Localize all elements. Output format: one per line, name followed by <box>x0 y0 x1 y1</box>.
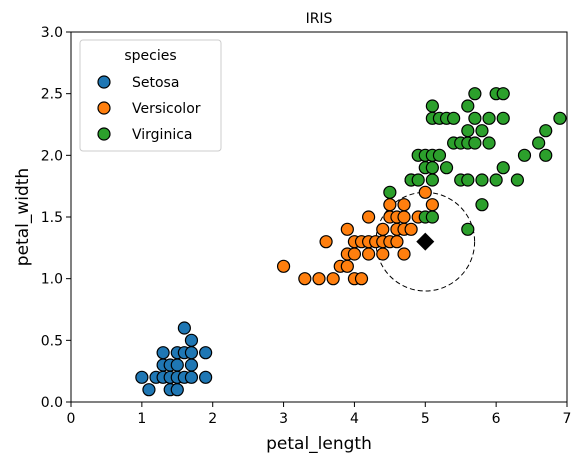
data-point-setosa <box>170 383 184 397</box>
x-tick-label: 1 <box>137 411 146 427</box>
data-point-setosa <box>199 370 213 384</box>
data-point-virginica <box>425 210 439 224</box>
data-point-virginica <box>383 185 397 199</box>
data-point-versicolor <box>340 259 354 273</box>
data-point-virginica <box>461 99 475 113</box>
x-tick-label: 7 <box>563 411 572 427</box>
data-point-virginica <box>482 136 496 150</box>
data-point-versicolor <box>397 198 411 212</box>
legend-marker <box>97 127 111 141</box>
data-point-versicolor <box>362 210 376 224</box>
data-point-virginica <box>539 148 553 162</box>
y-tick-label: 1.5 <box>41 210 63 226</box>
data-point-virginica <box>461 124 475 138</box>
data-point-versicolor <box>340 222 354 236</box>
marker-layer <box>416 232 435 251</box>
data-point-virginica <box>468 136 482 150</box>
chart-title: IRIS <box>306 11 333 27</box>
data-point-versicolor <box>276 259 291 273</box>
data-point-versicolor <box>418 185 432 199</box>
data-point-setosa <box>184 333 199 347</box>
data-point-virginica <box>468 87 482 101</box>
y-tick-label: 0.0 <box>41 395 63 411</box>
data-point-versicolor <box>312 272 326 286</box>
data-point-setosa <box>184 358 199 372</box>
data-point-virginica <box>425 161 439 175</box>
data-point-setosa <box>184 370 199 384</box>
diamond-marker <box>416 232 435 251</box>
data-point-virginica <box>482 111 496 125</box>
y-tick-label: 0.5 <box>41 333 63 349</box>
data-point-versicolor <box>298 272 312 286</box>
x-tick-label: 6 <box>492 411 501 427</box>
y-tick-label: 1.0 <box>41 272 63 288</box>
x-tick-label: 5 <box>421 411 430 427</box>
data-point-setosa <box>156 346 170 360</box>
data-point-setosa <box>177 321 191 335</box>
data-point-versicolor <box>319 235 333 249</box>
data-point-setosa <box>135 370 149 384</box>
data-point-virginica <box>461 222 475 236</box>
data-point-virginica <box>475 173 489 187</box>
data-point-virginica <box>539 124 553 138</box>
y-tick-label: 3.0 <box>41 25 63 41</box>
data-point-virginica <box>496 87 510 101</box>
data-point-versicolor <box>354 272 369 286</box>
data-point-virginica <box>432 148 447 162</box>
data-point-versicolor <box>376 222 390 236</box>
data-point-versicolor <box>326 272 340 286</box>
legend: species Setosa Versicolor Virginica <box>79 39 222 152</box>
data-point-versicolor <box>404 222 418 236</box>
data-point-virginica <box>496 111 510 125</box>
data-point-virginica <box>439 161 454 175</box>
data-point-versicolor <box>376 247 390 261</box>
data-point-virginica <box>475 124 489 138</box>
data-point-virginica <box>496 161 510 175</box>
data-point-virginica <box>461 173 475 187</box>
y-axis-ticks: 0.0 0.5 1.0 1.5 2.0 2.5 3.0 <box>41 25 71 411</box>
y-axis-label: petal_width <box>13 168 33 266</box>
data-point-virginica <box>447 111 461 125</box>
data-point-versicolor <box>362 247 376 261</box>
data-point-virginica <box>468 111 482 125</box>
x-tick-label: 2 <box>208 411 217 427</box>
y-tick-label: 2.5 <box>41 87 63 103</box>
data-point-virginica <box>475 198 489 212</box>
x-axis-ticks: 0 1 2 3 4 5 6 7 <box>67 402 572 427</box>
data-point-virginica <box>425 99 439 113</box>
data-point-virginica <box>425 173 439 187</box>
legend-marker <box>97 75 111 89</box>
data-point-virginica <box>411 173 425 187</box>
x-axis-label: petal_length <box>266 434 372 454</box>
data-point-versicolor <box>383 198 397 212</box>
data-point-setosa <box>142 383 156 397</box>
legend-title: species <box>124 48 176 64</box>
data-point-versicolor <box>390 235 404 249</box>
data-point-versicolor <box>425 198 439 212</box>
data-point-virginica <box>489 173 503 187</box>
data-point-virginica <box>553 111 567 125</box>
y-tick-label: 2.0 <box>41 148 63 164</box>
x-tick-label: 3 <box>279 411 288 427</box>
data-point-versicolor <box>397 247 411 261</box>
data-point-virginica <box>532 136 546 150</box>
legend-label: Virginica <box>132 127 192 143</box>
data-point-virginica <box>517 148 532 162</box>
data-points <box>135 87 567 397</box>
data-point-virginica <box>510 173 525 187</box>
legend-box <box>79 39 222 152</box>
legend-label: Setosa <box>132 75 179 91</box>
x-tick-label: 0 <box>67 411 76 427</box>
legend-label: Versicolor <box>132 101 201 117</box>
legend-marker <box>97 101 111 115</box>
data-point-setosa <box>199 346 213 360</box>
data-point-setosa <box>184 346 199 360</box>
x-tick-label: 4 <box>350 411 359 427</box>
data-point-versicolor <box>397 210 411 224</box>
data-point-setosa <box>170 358 184 372</box>
data-point-versicolor <box>347 247 362 261</box>
